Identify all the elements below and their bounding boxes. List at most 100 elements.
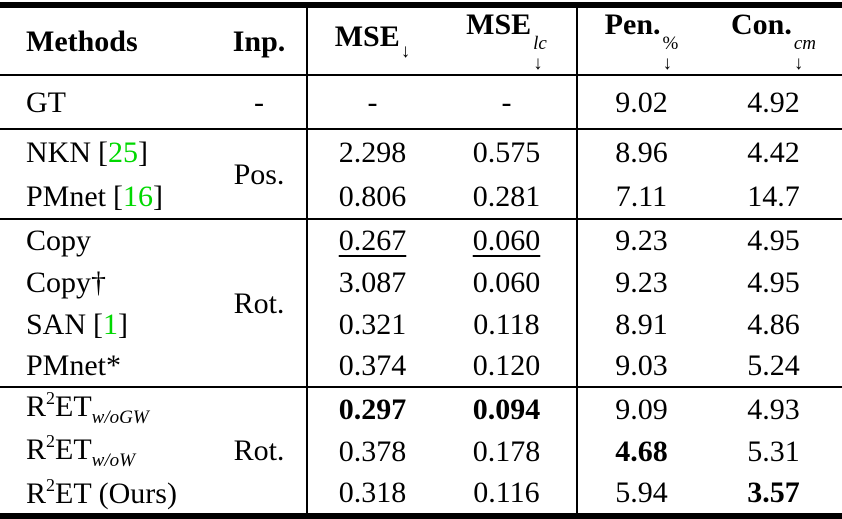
citation-bracket: ] bbox=[153, 179, 164, 213]
down-arrow-icon: ↓ bbox=[400, 40, 411, 62]
col-header-methods: Methods bbox=[0, 5, 212, 76]
table-row-gt: GT - - - 9.02 4.92 bbox=[0, 74, 842, 129]
mse-cell: 0.321 bbox=[306, 303, 437, 345]
method-name: R bbox=[26, 432, 47, 466]
mselc-cell: 0.178 bbox=[472, 435, 541, 468]
metric-value-underlined: 0.060 bbox=[472, 224, 541, 257]
table-row-copy-dagger: Copy† 3.087 0.060 9.23 4.95 bbox=[0, 261, 842, 303]
method-superscript: 2 bbox=[46, 430, 56, 451]
mse-cell: 0.318 bbox=[306, 473, 437, 516]
method-name: PMnet bbox=[26, 179, 107, 213]
section-pos: NKN [25] Pos. 2.298 0.575 8.96 4.42 PMnet… bbox=[0, 128, 842, 219]
citation-bracket: [ bbox=[113, 179, 124, 213]
con-cell: 4.42 bbox=[705, 128, 842, 174]
method-subscript: w/oW bbox=[91, 449, 135, 471]
con-cell: 4.92 bbox=[705, 74, 842, 129]
inp-cell: - bbox=[212, 74, 307, 129]
mselc-cell-best: 0.094 bbox=[437, 386, 577, 430]
method-superscript: 2 bbox=[46, 474, 56, 495]
mselc-cell: 0.060 bbox=[472, 265, 541, 299]
citation-number: 16 bbox=[123, 179, 154, 213]
method-cell: Copy† bbox=[26, 265, 107, 299]
col-header-pen: Pen.% ↓ bbox=[576, 5, 705, 76]
citation-bracket: [ bbox=[98, 135, 108, 169]
method-cell: NKN [25] bbox=[0, 128, 212, 174]
table-row-pmnet: PMnet [16] 0.806 0.281 7.11 14.7 bbox=[0, 174, 842, 219]
con-cell: 5.31 bbox=[747, 435, 800, 468]
con-superscript: cm bbox=[793, 33, 816, 54]
header-inp-label: Inp. bbox=[232, 24, 286, 58]
method-cell: R2ETw/oGW bbox=[0, 386, 212, 430]
method-name: R bbox=[26, 390, 47, 424]
col-header-mse: MSE↓ bbox=[306, 5, 437, 76]
mse-cell-best: 0.297 bbox=[306, 386, 437, 430]
con-cell: 4.95 bbox=[747, 265, 800, 299]
down-arrow-icon: ↓ bbox=[662, 53, 673, 74]
header-mselc-scripts: lc ↓ bbox=[533, 34, 547, 74]
mselc-cell: 0.575 bbox=[437, 128, 577, 174]
method-name: NKN bbox=[26, 135, 91, 169]
mse-cell: 0.806 bbox=[306, 174, 437, 219]
metric-value-underlined: 0.267 bbox=[338, 224, 407, 257]
con-cell: 4.86 bbox=[747, 307, 800, 341]
table-row-pmnet-star: PMnet* 0.374 0.120 9.03 5.24 bbox=[0, 345, 842, 387]
mselc-cell: 0.120 bbox=[472, 349, 541, 382]
inp-cell-rot: Rot. bbox=[212, 218, 307, 387]
citation-bracket: [ bbox=[93, 307, 104, 341]
table-row-r2et-wogw: R2ETw/oGW Rot. 0.297 0.094 9.09 4.93 bbox=[0, 386, 842, 516]
method-name: R bbox=[26, 476, 47, 510]
method-subscript: w/oGW bbox=[91, 407, 149, 429]
mselc-cell: 0.281 bbox=[472, 179, 541, 213]
mse-cell: 0.374 bbox=[306, 345, 437, 387]
section-rot: Copy Rot. 0.267 0.060 9.23 4.95 Copy† 3.… bbox=[0, 218, 842, 387]
mselc-superscript: lc bbox=[533, 33, 547, 54]
pen-cell-best: 4.68 bbox=[576, 430, 705, 473]
method-superscript: 2 bbox=[46, 388, 56, 409]
pen-cell: 9.09 bbox=[576, 386, 705, 430]
method-cell: GT bbox=[0, 74, 212, 129]
method-cell: PMnet* bbox=[26, 349, 122, 382]
table-row-san: SAN [1] 0.321 0.118 8.91 4.86 bbox=[0, 303, 842, 345]
inp-cell-pos: Pos. bbox=[212, 128, 307, 219]
mse-cell: 0.267 bbox=[306, 218, 437, 261]
con-cell: 4.95 bbox=[705, 218, 842, 261]
section-r2et: R2ETw/oGW Rot. 0.297 0.094 9.09 4.93 R2E… bbox=[0, 386, 842, 516]
header-con-label: Con. bbox=[730, 8, 792, 41]
header-methods-label: Methods bbox=[26, 24, 138, 58]
inp-cell-rot2: Rot. bbox=[212, 386, 307, 516]
pen-cell: 8.91 bbox=[576, 303, 705, 345]
col-header-mselc: MSE lc ↓ bbox=[437, 5, 577, 76]
method-cell: PMnet [16] bbox=[0, 174, 212, 219]
mse-cell: 3.087 bbox=[306, 261, 437, 303]
pen-cell: 7.11 bbox=[576, 174, 705, 219]
citation-number: 1 bbox=[103, 307, 119, 341]
pen-cell: 9.03 bbox=[576, 345, 705, 387]
mselc-cell: 0.116 bbox=[473, 476, 540, 510]
method-cell: R2ET (Ours) bbox=[0, 473, 212, 516]
citation-number: 25 bbox=[108, 135, 138, 169]
table-row-nkn: NKN [25] Pos. 2.298 0.575 8.96 4.42 bbox=[0, 128, 842, 219]
method-name: ET bbox=[55, 390, 92, 424]
mselc-cell: - bbox=[437, 74, 577, 129]
con-cell: 4.93 bbox=[705, 386, 842, 430]
pen-cell: 9.23 bbox=[576, 261, 705, 303]
table-row-r2et-ours: R2ET (Ours) 0.318 0.116 5.94 3.57 bbox=[0, 473, 842, 516]
method-name: ET (Ours) bbox=[55, 476, 177, 510]
method-name: ET bbox=[55, 432, 92, 466]
method-cell: R2ETw/oW bbox=[0, 430, 212, 473]
section-gt: GT - - - 9.02 4.92 bbox=[0, 74, 842, 129]
col-header-con: Con. cm ↓ bbox=[705, 5, 842, 76]
con-cell: 5.24 bbox=[747, 349, 800, 382]
pen-cell: 9.02 bbox=[576, 74, 705, 129]
con-cell-best: 3.57 bbox=[747, 476, 800, 510]
header-row: Methods Inp. MSE↓ MSE lc ↓ Pen.% ↓ Con. cm ↓ bbox=[0, 5, 842, 76]
table-row-r2et-wow: R2ETw/oW 0.378 0.178 4.68 5.31 bbox=[0, 430, 842, 473]
header-pen-label: Pen. bbox=[604, 8, 661, 41]
header-mse-label: MSE bbox=[334, 19, 400, 53]
citation-bracket: ] bbox=[118, 307, 129, 341]
method-cell: Copy bbox=[0, 218, 212, 261]
pen-superscript: % bbox=[662, 33, 679, 54]
down-arrow-icon: ↓ bbox=[793, 53, 804, 74]
citation-bracket: ] bbox=[138, 135, 148, 169]
